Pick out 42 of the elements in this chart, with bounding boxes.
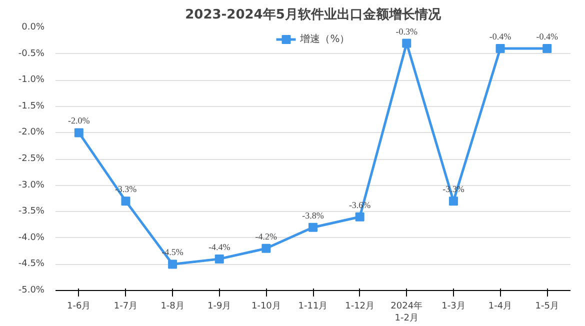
point — [402, 38, 412, 48]
x-tick-label: 1-11月 — [298, 302, 328, 312]
y-tick-label: -0.5% — [18, 48, 45, 59]
x-tick-label: 1-9月 — [208, 302, 232, 312]
y-tick-label: -1.5% — [18, 101, 45, 112]
x-tick-label: 1-8月 — [160, 302, 184, 312]
point — [262, 244, 271, 253]
point — [74, 128, 84, 138]
point — [121, 196, 130, 206]
y-tick-label: -4.5% — [18, 259, 45, 270]
x-tick-label: 2024年 1-2月 — [390, 300, 423, 324]
x-tick-label: 1-7月 — [114, 302, 138, 312]
x-tick-label: 1-12月 — [345, 302, 375, 312]
y-tick-label: -1.0% — [18, 75, 45, 86]
y-tick-label: -5.0% — [18, 286, 45, 296]
point — [448, 196, 458, 206]
data-label: -2.0% — [68, 116, 90, 126]
data-label: -4.4% — [208, 242, 231, 252]
y-tick-label: 0.0% — [22, 22, 45, 32]
point — [542, 44, 552, 54]
data-label: -0.4% — [536, 32, 558, 42]
x-tick-label: 1-10月 — [251, 302, 281, 312]
data-label: -3.8% — [302, 210, 324, 220]
point — [355, 212, 364, 222]
chart-title: 2023-2024年5月软件业出口金额增长情况 — [185, 6, 442, 22]
x-tick-label: 1-3月 — [442, 302, 466, 312]
point — [168, 260, 178, 269]
data-label: -0.3% — [396, 26, 418, 36]
y-tick-label: -3.5% — [18, 206, 45, 217]
data-label: -0.4% — [489, 32, 512, 42]
y-tick-label: -2.0% — [18, 128, 45, 138]
y-tick-label: -2.5% — [18, 154, 45, 164]
x-tick-label: 1-6月 — [67, 302, 91, 312]
x-tick-label: 1-4月 — [488, 302, 512, 312]
y-tick-label: -4.0% — [18, 232, 45, 243]
x-tick-label: 1-5月 — [535, 302, 559, 312]
data-label: -4.2% — [255, 231, 278, 242]
point — [496, 44, 505, 54]
y-tick-label: -3.0% — [18, 180, 45, 190]
point — [308, 222, 318, 232]
point — [214, 254, 224, 264]
legend-label: 增速（%） — [300, 32, 350, 46]
